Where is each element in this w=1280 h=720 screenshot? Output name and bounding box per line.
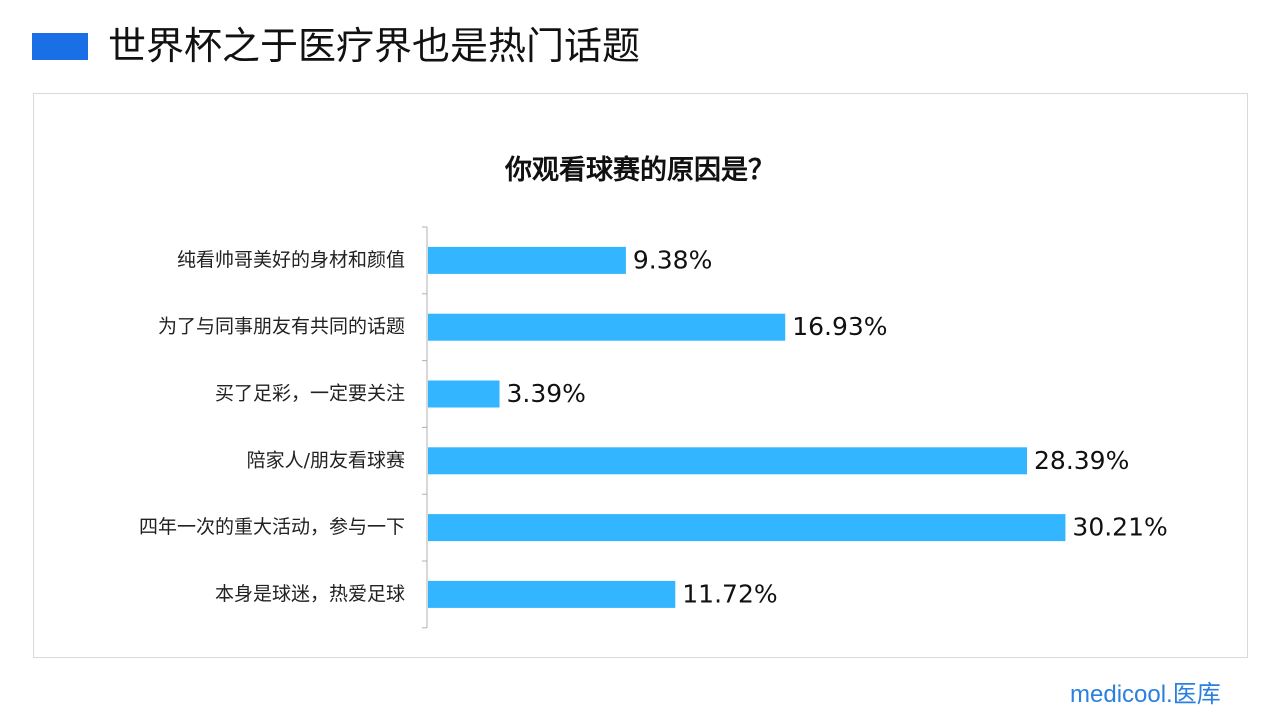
category-label: 为了与同事朋友有共同的话题: [158, 316, 405, 338]
bar: [428, 313, 786, 341]
category-label: 陪家人/朋友看球赛: [247, 449, 405, 471]
data-label: 11.72%: [682, 579, 777, 608]
chart-card: [33, 93, 1248, 658]
data-label: 28.39%: [1034, 446, 1129, 475]
bar: [428, 447, 1028, 475]
category-label: 买了足彩，一定要关注: [215, 383, 405, 405]
bar: [428, 246, 626, 274]
page-title: 世界杯之于医疗界也是热门话题: [108, 24, 641, 68]
category-label: 本身是球迷，热爱足球: [215, 583, 405, 605]
data-label: 16.93%: [792, 312, 887, 341]
bar: [428, 580, 676, 608]
data-label: 30.21%: [1072, 513, 1167, 542]
medicool-logo: medicool.医库: [1070, 681, 1221, 708]
chart-title: 你观看球赛的原因是？: [505, 155, 775, 186]
bar: [428, 380, 500, 408]
title-accent-block: [32, 33, 88, 60]
data-label: 9.38%: [633, 245, 712, 274]
category-label: 四年一次的重大活动，参与一下: [139, 516, 405, 538]
category-label: 纯看帅哥美好的身材和颜值: [177, 249, 405, 271]
bar: [428, 514, 1066, 542]
data-label: 3.39%: [507, 379, 586, 408]
